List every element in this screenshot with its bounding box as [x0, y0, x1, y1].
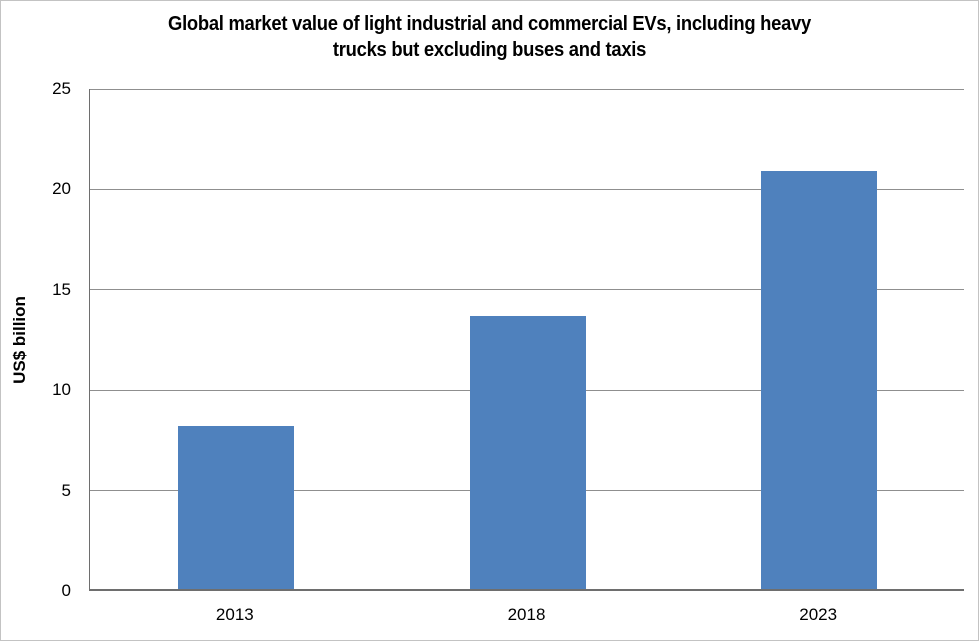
plot-area — [89, 88, 964, 591]
chart-title: Global market value of light industrial … — [40, 11, 939, 63]
y-axis-title: US$ billion — [10, 296, 29, 384]
bar-2023 — [761, 171, 878, 589]
bar-2013 — [177, 426, 294, 589]
chart-title-line-1: Global market value of light industrial … — [168, 13, 811, 35]
x-tick-label-2018: 2018 — [507, 605, 546, 624]
y-tick-label-25: 25 — [52, 79, 71, 98]
y-tick-label-0: 0 — [61, 581, 71, 600]
y-tick-label-15: 15 — [52, 279, 71, 299]
gridline-y-25 — [90, 88, 964, 90]
bar-2018 — [469, 315, 586, 589]
gridline-y-20 — [90, 188, 964, 190]
y-tick-label-20: 20 — [52, 179, 71, 199]
y-tick-label-5: 5 — [61, 480, 71, 500]
x-tick-label-2023: 2023 — [799, 605, 838, 624]
y-tick-label-10: 10 — [52, 380, 71, 400]
x-tick-label-2013: 2013 — [215, 605, 254, 624]
gridline-y-15 — [90, 289, 964, 291]
chart-title-line-2: trucks but excluding buses and taxis — [332, 39, 647, 61]
